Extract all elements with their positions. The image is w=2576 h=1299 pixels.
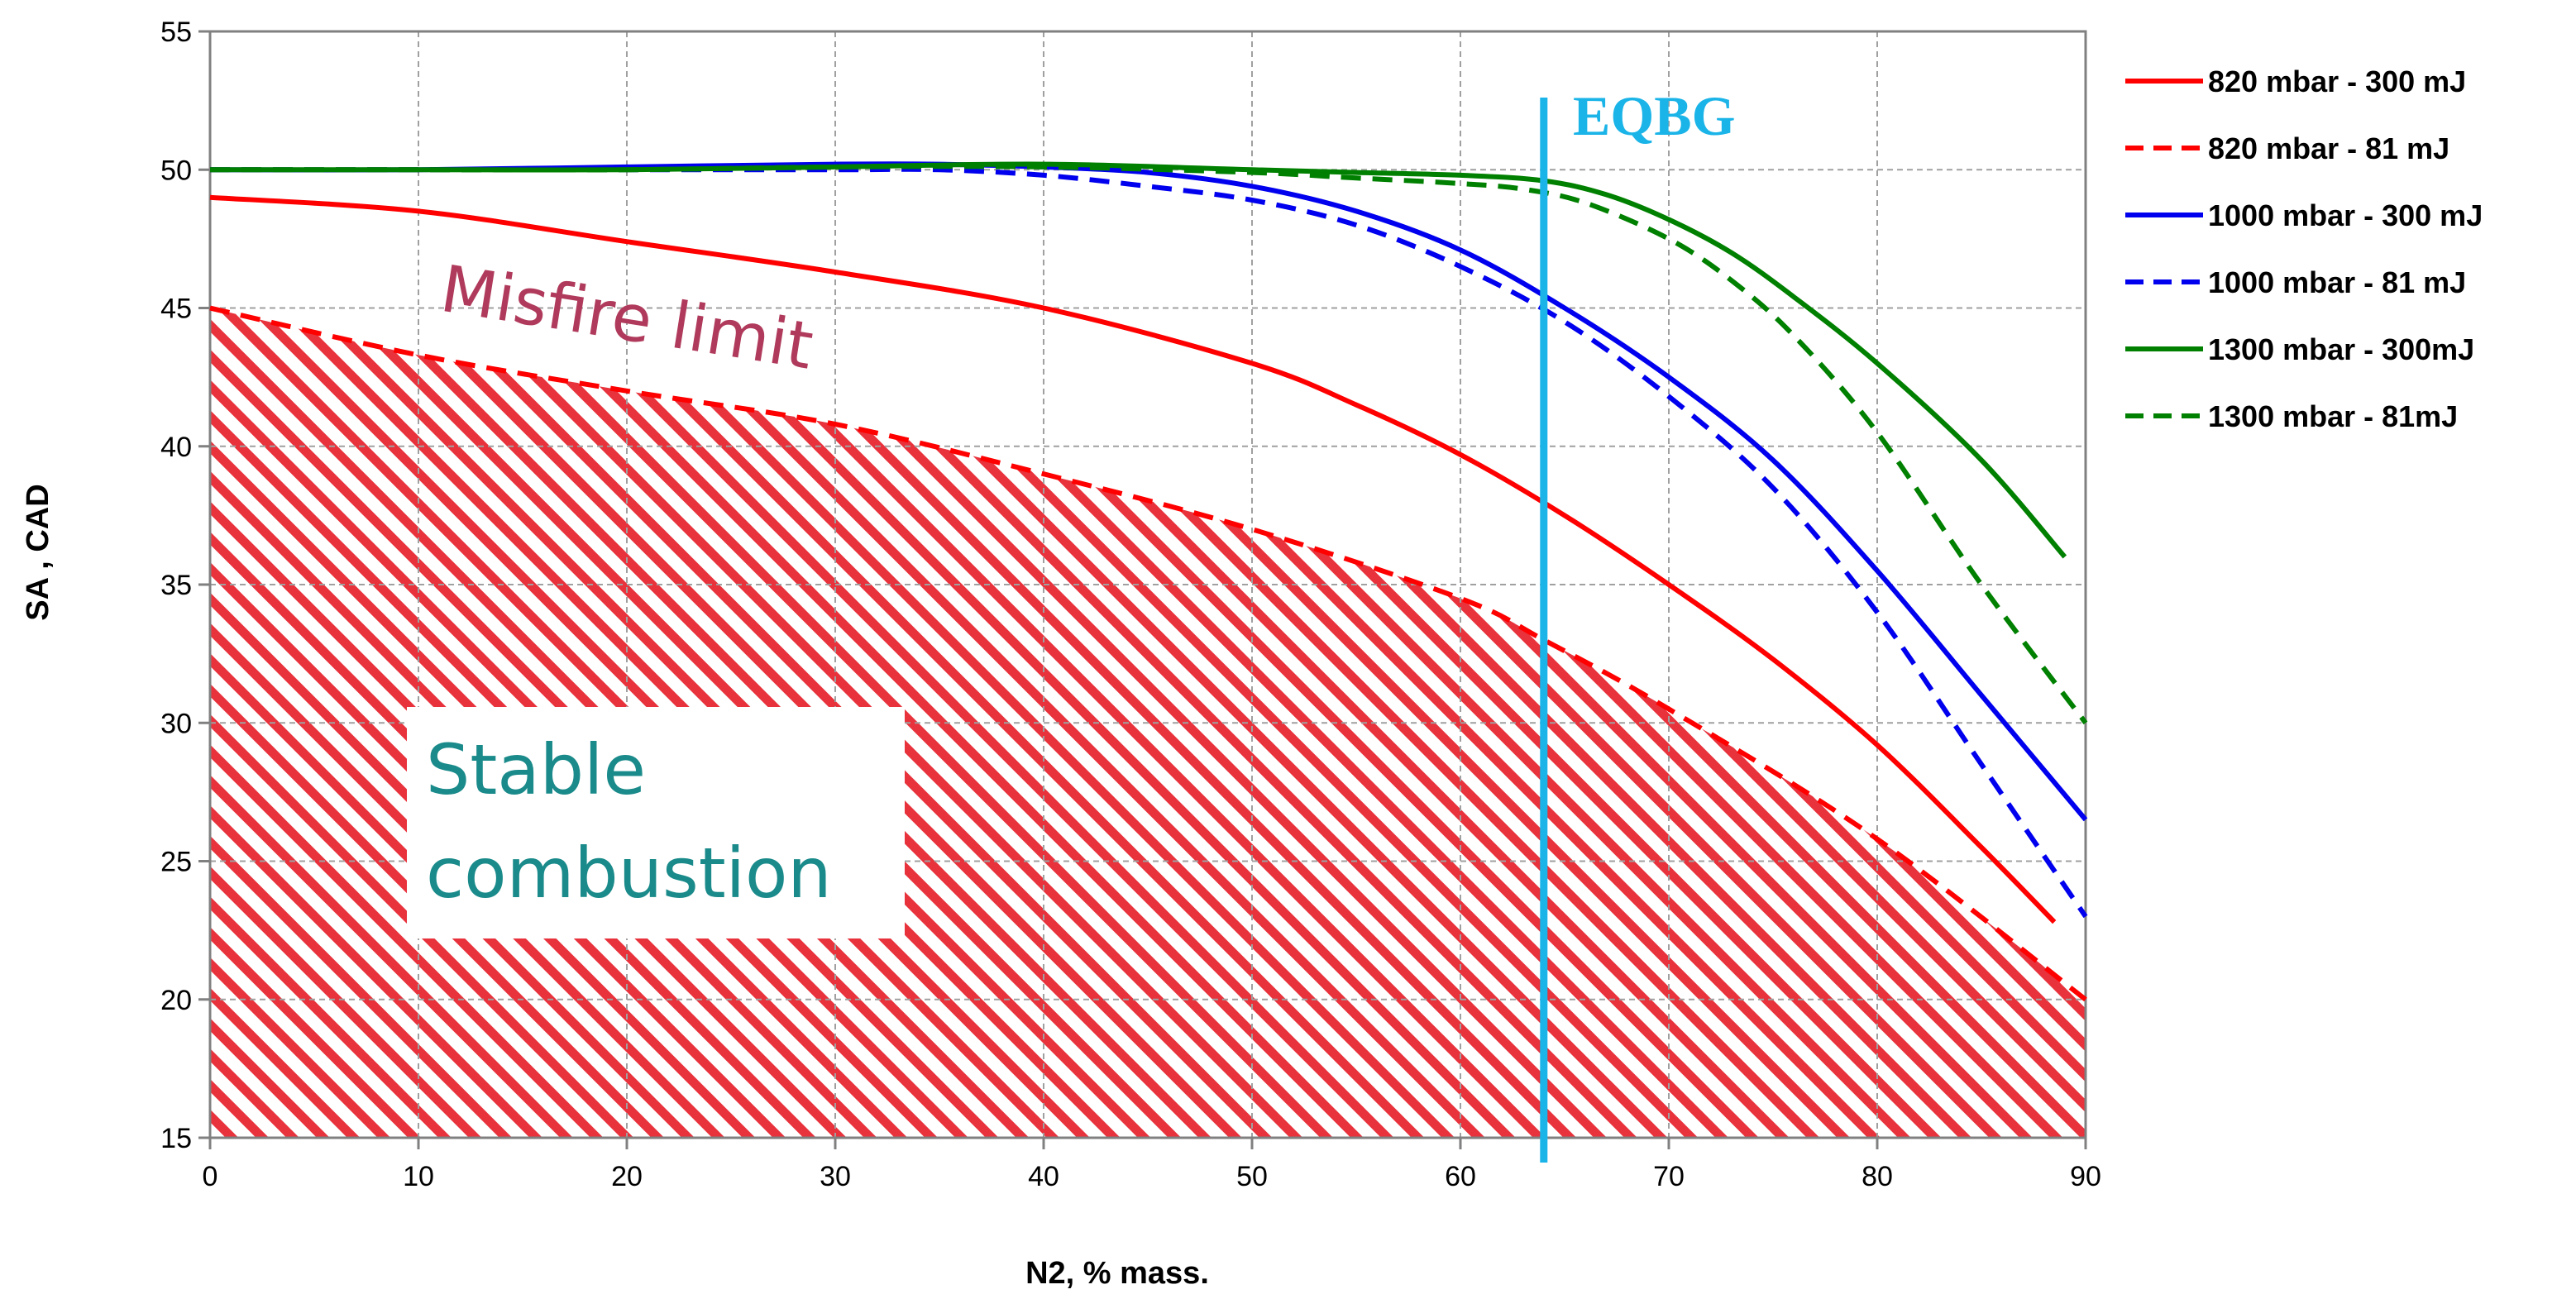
y-axis-title: SA , CAD — [21, 484, 55, 620]
stable-combustion-annotation-line1: Stable — [426, 729, 646, 810]
legend-label-5: 1300 mbar - 81mJ — [2208, 399, 2458, 433]
x-tick-label: 90 — [2070, 1161, 2101, 1192]
legend-label-1: 820 mbar - 81 mJ — [2208, 131, 2449, 165]
legend-label-0: 820 mbar - 300 mJ — [2208, 64, 2466, 98]
stable-combustion-annotation-line2: combustion — [426, 833, 832, 914]
series-line-1 — [209, 305, 2087, 1002]
y-tick-label: 40 — [160, 432, 192, 463]
x-tick-label: 30 — [820, 1161, 851, 1192]
y-tick-label: 55 — [160, 17, 192, 48]
x-tick-label: 50 — [1236, 1161, 1268, 1192]
series-line-0 — [209, 194, 2057, 924]
x-tick-label: 10 — [403, 1161, 434, 1192]
y-tick-label: 15 — [160, 1123, 192, 1154]
x-tick-label: 60 — [1445, 1161, 1476, 1192]
legend-label-4: 1300 mbar - 300mJ — [2208, 332, 2474, 366]
y-tick-label: 35 — [160, 570, 192, 601]
y-tick-label: 50 — [160, 155, 192, 186]
legend-label-3: 1000 mbar - 81 mJ — [2208, 265, 2466, 299]
x-tick-label: 20 — [611, 1161, 643, 1192]
x-axis-title: N2, % mass. — [1025, 1256, 1209, 1291]
legend: 820 mbar - 300 mJ 820 mbar - 81 mJ 1000 mb… — [2125, 64, 2483, 433]
series-line-2 — [209, 161, 2088, 822]
x-tick-label: 80 — [1862, 1161, 1893, 1192]
series-line-5 — [210, 164, 2088, 725]
y-tick-label: 20 — [160, 985, 192, 1016]
x-tick-label: 70 — [1653, 1161, 1685, 1192]
x-tick-label: 40 — [1028, 1161, 1059, 1192]
y-tick-label: 25 — [160, 847, 192, 878]
stable-combustion-label-box — [407, 707, 905, 938]
y-tick-label: 30 — [160, 708, 192, 739]
legend-label-2: 1000 mbar - 300 mJ — [2208, 198, 2483, 232]
x-tick-label: 0 — [203, 1161, 218, 1192]
y-tick-label: 45 — [160, 294, 192, 325]
eqbg-label: EQBG — [1573, 84, 1736, 147]
